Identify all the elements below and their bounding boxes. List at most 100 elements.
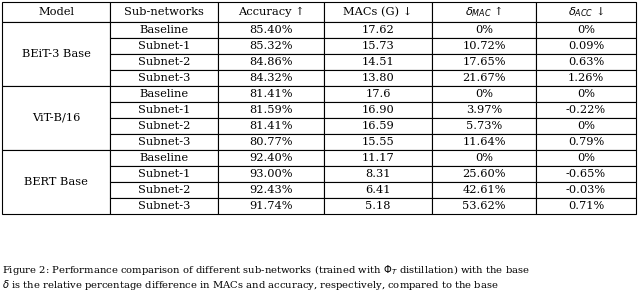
Text: Subnet-1: Subnet-1 [138, 41, 190, 51]
Text: 6.41: 6.41 [365, 185, 391, 195]
Text: 15.73: 15.73 [362, 41, 394, 51]
Text: -0.22%: -0.22% [566, 105, 606, 115]
Bar [536, 118, 636, 134]
Text: 10.72%: 10.72% [462, 41, 506, 51]
Bar [536, 182, 636, 198]
Bar [536, 2, 636, 22]
Text: 17.62: 17.62 [362, 25, 394, 35]
Text: 80.77%: 80.77% [249, 137, 292, 147]
Bar [324, 102, 432, 118]
Bar [218, 54, 324, 70]
Text: Model: Model [38, 7, 74, 17]
Text: 11.17: 11.17 [362, 153, 394, 163]
Bar [218, 102, 324, 118]
Bar [432, 86, 536, 102]
Text: BERT Base: BERT Base [24, 177, 88, 187]
Bar [218, 166, 324, 182]
Text: Subnet-1: Subnet-1 [138, 169, 190, 179]
Bar [324, 86, 432, 102]
Bar [432, 150, 536, 166]
Text: 16.59: 16.59 [362, 121, 394, 131]
Text: 93.00%: 93.00% [249, 169, 292, 179]
Bar [324, 150, 432, 166]
Text: 85.32%: 85.32% [249, 41, 292, 51]
Bar [110, 134, 218, 150]
Text: 5.73%: 5.73% [466, 121, 502, 131]
Bar [110, 38, 218, 54]
Bar [218, 22, 324, 38]
Text: 21.67%: 21.67% [462, 73, 506, 83]
Bar [218, 150, 324, 166]
Bar [324, 182, 432, 198]
Text: Baseline: Baseline [140, 89, 189, 99]
Text: 84.86%: 84.86% [249, 57, 292, 67]
Text: Sub-networks: Sub-networks [124, 7, 204, 17]
Text: Figure 2: Performance comparison of different sub-networks (trained with $\Phi_T: Figure 2: Performance comparison of diff… [2, 263, 530, 277]
Text: Subnet-2: Subnet-2 [138, 185, 190, 195]
Text: 0.79%: 0.79% [568, 137, 604, 147]
Bar [218, 198, 324, 214]
Bar [2, 2, 110, 22]
Bar [110, 182, 218, 198]
Bar [432, 182, 536, 198]
Bar [2, 150, 110, 214]
Bar [110, 118, 218, 134]
Text: Accuracy ↑: Accuracy ↑ [237, 7, 304, 17]
Bar [110, 70, 218, 86]
Text: Baseline: Baseline [140, 25, 189, 35]
Bar [432, 22, 536, 38]
Text: -0.65%: -0.65% [566, 169, 606, 179]
Text: -0.03%: -0.03% [566, 185, 606, 195]
Bar [432, 198, 536, 214]
Bar [536, 70, 636, 86]
Bar [218, 134, 324, 150]
Text: Baseline: Baseline [140, 153, 189, 163]
Text: 92.43%: 92.43% [249, 185, 292, 195]
Bar [324, 38, 432, 54]
Text: 0%: 0% [577, 25, 595, 35]
Bar [2, 22, 110, 86]
Text: $\delta_{ACC}$ ↓: $\delta_{ACC}$ ↓ [568, 5, 604, 19]
Bar [536, 86, 636, 102]
Text: Subnet-3: Subnet-3 [138, 201, 190, 211]
Text: 81.41%: 81.41% [249, 121, 292, 131]
Bar [432, 134, 536, 150]
Text: 15.55: 15.55 [362, 137, 394, 147]
Text: BEiT-3 Base: BEiT-3 Base [22, 49, 90, 59]
Bar [218, 86, 324, 102]
Bar [2, 86, 110, 150]
Text: 42.61%: 42.61% [462, 185, 506, 195]
Bar [432, 2, 536, 22]
Text: 11.64%: 11.64% [462, 137, 506, 147]
Bar [536, 150, 636, 166]
Text: 0%: 0% [475, 25, 493, 35]
Text: Subnet-2: Subnet-2 [138, 57, 190, 67]
Text: 0%: 0% [475, 89, 493, 99]
Bar [110, 54, 218, 70]
Bar [536, 54, 636, 70]
Bar [432, 102, 536, 118]
Text: Subnet-3: Subnet-3 [138, 137, 190, 147]
Bar [432, 38, 536, 54]
Text: ViT-B/16: ViT-B/16 [32, 113, 80, 123]
Bar [110, 22, 218, 38]
Bar [432, 54, 536, 70]
Text: 0%: 0% [577, 89, 595, 99]
Text: 84.32%: 84.32% [249, 73, 292, 83]
Bar [324, 118, 432, 134]
Text: 1.26%: 1.26% [568, 73, 604, 83]
Bar [110, 166, 218, 182]
Text: 85.40%: 85.40% [249, 25, 292, 35]
Text: Subnet-1: Subnet-1 [138, 105, 190, 115]
Bar [324, 166, 432, 182]
Bar [218, 38, 324, 54]
Bar [218, 70, 324, 86]
Bar [324, 54, 432, 70]
Text: 17.6: 17.6 [365, 89, 391, 99]
Text: Subnet-2: Subnet-2 [138, 121, 190, 131]
Bar [324, 22, 432, 38]
Bar [218, 182, 324, 198]
Bar [110, 198, 218, 214]
Text: 53.62%: 53.62% [462, 201, 506, 211]
Text: 0%: 0% [475, 153, 493, 163]
